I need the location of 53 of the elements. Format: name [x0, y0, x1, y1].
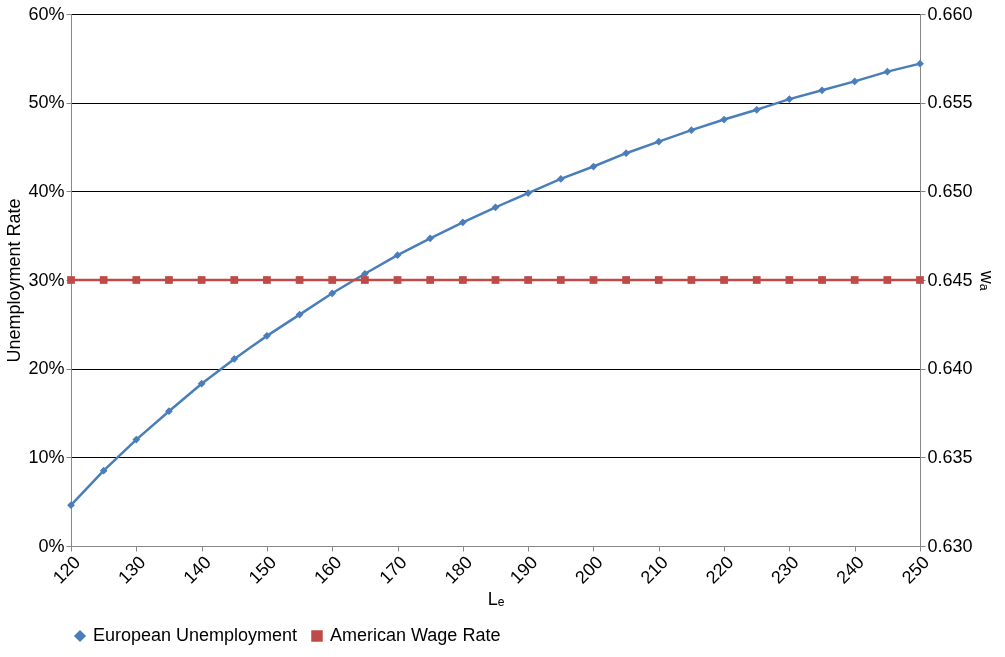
x-tick-label: 170 — [375, 552, 411, 588]
point — [67, 501, 75, 510]
x-tick-label: 160 — [310, 552, 346, 588]
point — [720, 115, 728, 124]
point — [328, 289, 337, 298]
y-tick-label: 10% — [28, 446, 65, 467]
y-tick-label: 60% — [28, 3, 65, 24]
point — [556, 175, 565, 183]
y-tick-label: 20% — [28, 358, 65, 379]
legend-label: American Wage Rate — [330, 625, 501, 645]
x-tick-label: 220 — [701, 552, 738, 588]
point — [230, 355, 239, 363]
point — [916, 59, 924, 68]
y-tick-label: 40% — [28, 180, 65, 201]
y-axis-title: Unemployment Rate — [4, 198, 25, 363]
point — [687, 126, 696, 135]
y-tick-label: 50% — [28, 92, 65, 113]
x-tick-label: 190 — [505, 552, 542, 588]
x-tick-label: 140 — [179, 552, 215, 588]
point — [524, 189, 533, 197]
x-tick-label: 150 — [244, 552, 281, 588]
x-tick-label: 240 — [832, 552, 868, 588]
y2-tick-label: 0.640 — [927, 358, 973, 379]
point — [622, 149, 630, 158]
x-axis-title: Lₑ — [487, 589, 505, 610]
point — [99, 466, 108, 475]
y-tick-label: 30% — [28, 269, 65, 290]
point — [654, 137, 663, 146]
point — [132, 435, 141, 444]
point — [263, 331, 271, 340]
x-tick-label: 210 — [636, 552, 672, 588]
legend-label: European Unemployment — [93, 625, 298, 645]
point — [785, 95, 794, 103]
x-tick-label: 200 — [571, 552, 607, 588]
point — [458, 218, 467, 227]
y2-tick-label: 0.660 — [927, 3, 973, 24]
point — [850, 77, 859, 86]
point — [491, 203, 500, 212]
y2-tick-label: 0.635 — [927, 446, 973, 467]
x-tick-label: 130 — [114, 552, 150, 588]
x-tick-label: 230 — [767, 552, 803, 588]
point — [393, 251, 402, 260]
point — [197, 379, 206, 388]
point — [883, 67, 892, 76]
point — [818, 86, 826, 95]
y2-tick-label: 0.645 — [927, 269, 973, 290]
y2-tick-label: 0.655 — [927, 92, 973, 113]
y2-tick-label: 0.650 — [927, 180, 973, 201]
y2-axis-title: wₐ — [976, 269, 997, 291]
point — [426, 234, 435, 243]
point — [165, 407, 173, 416]
x-tick-label: 180 — [440, 552, 477, 588]
point — [752, 105, 761, 114]
